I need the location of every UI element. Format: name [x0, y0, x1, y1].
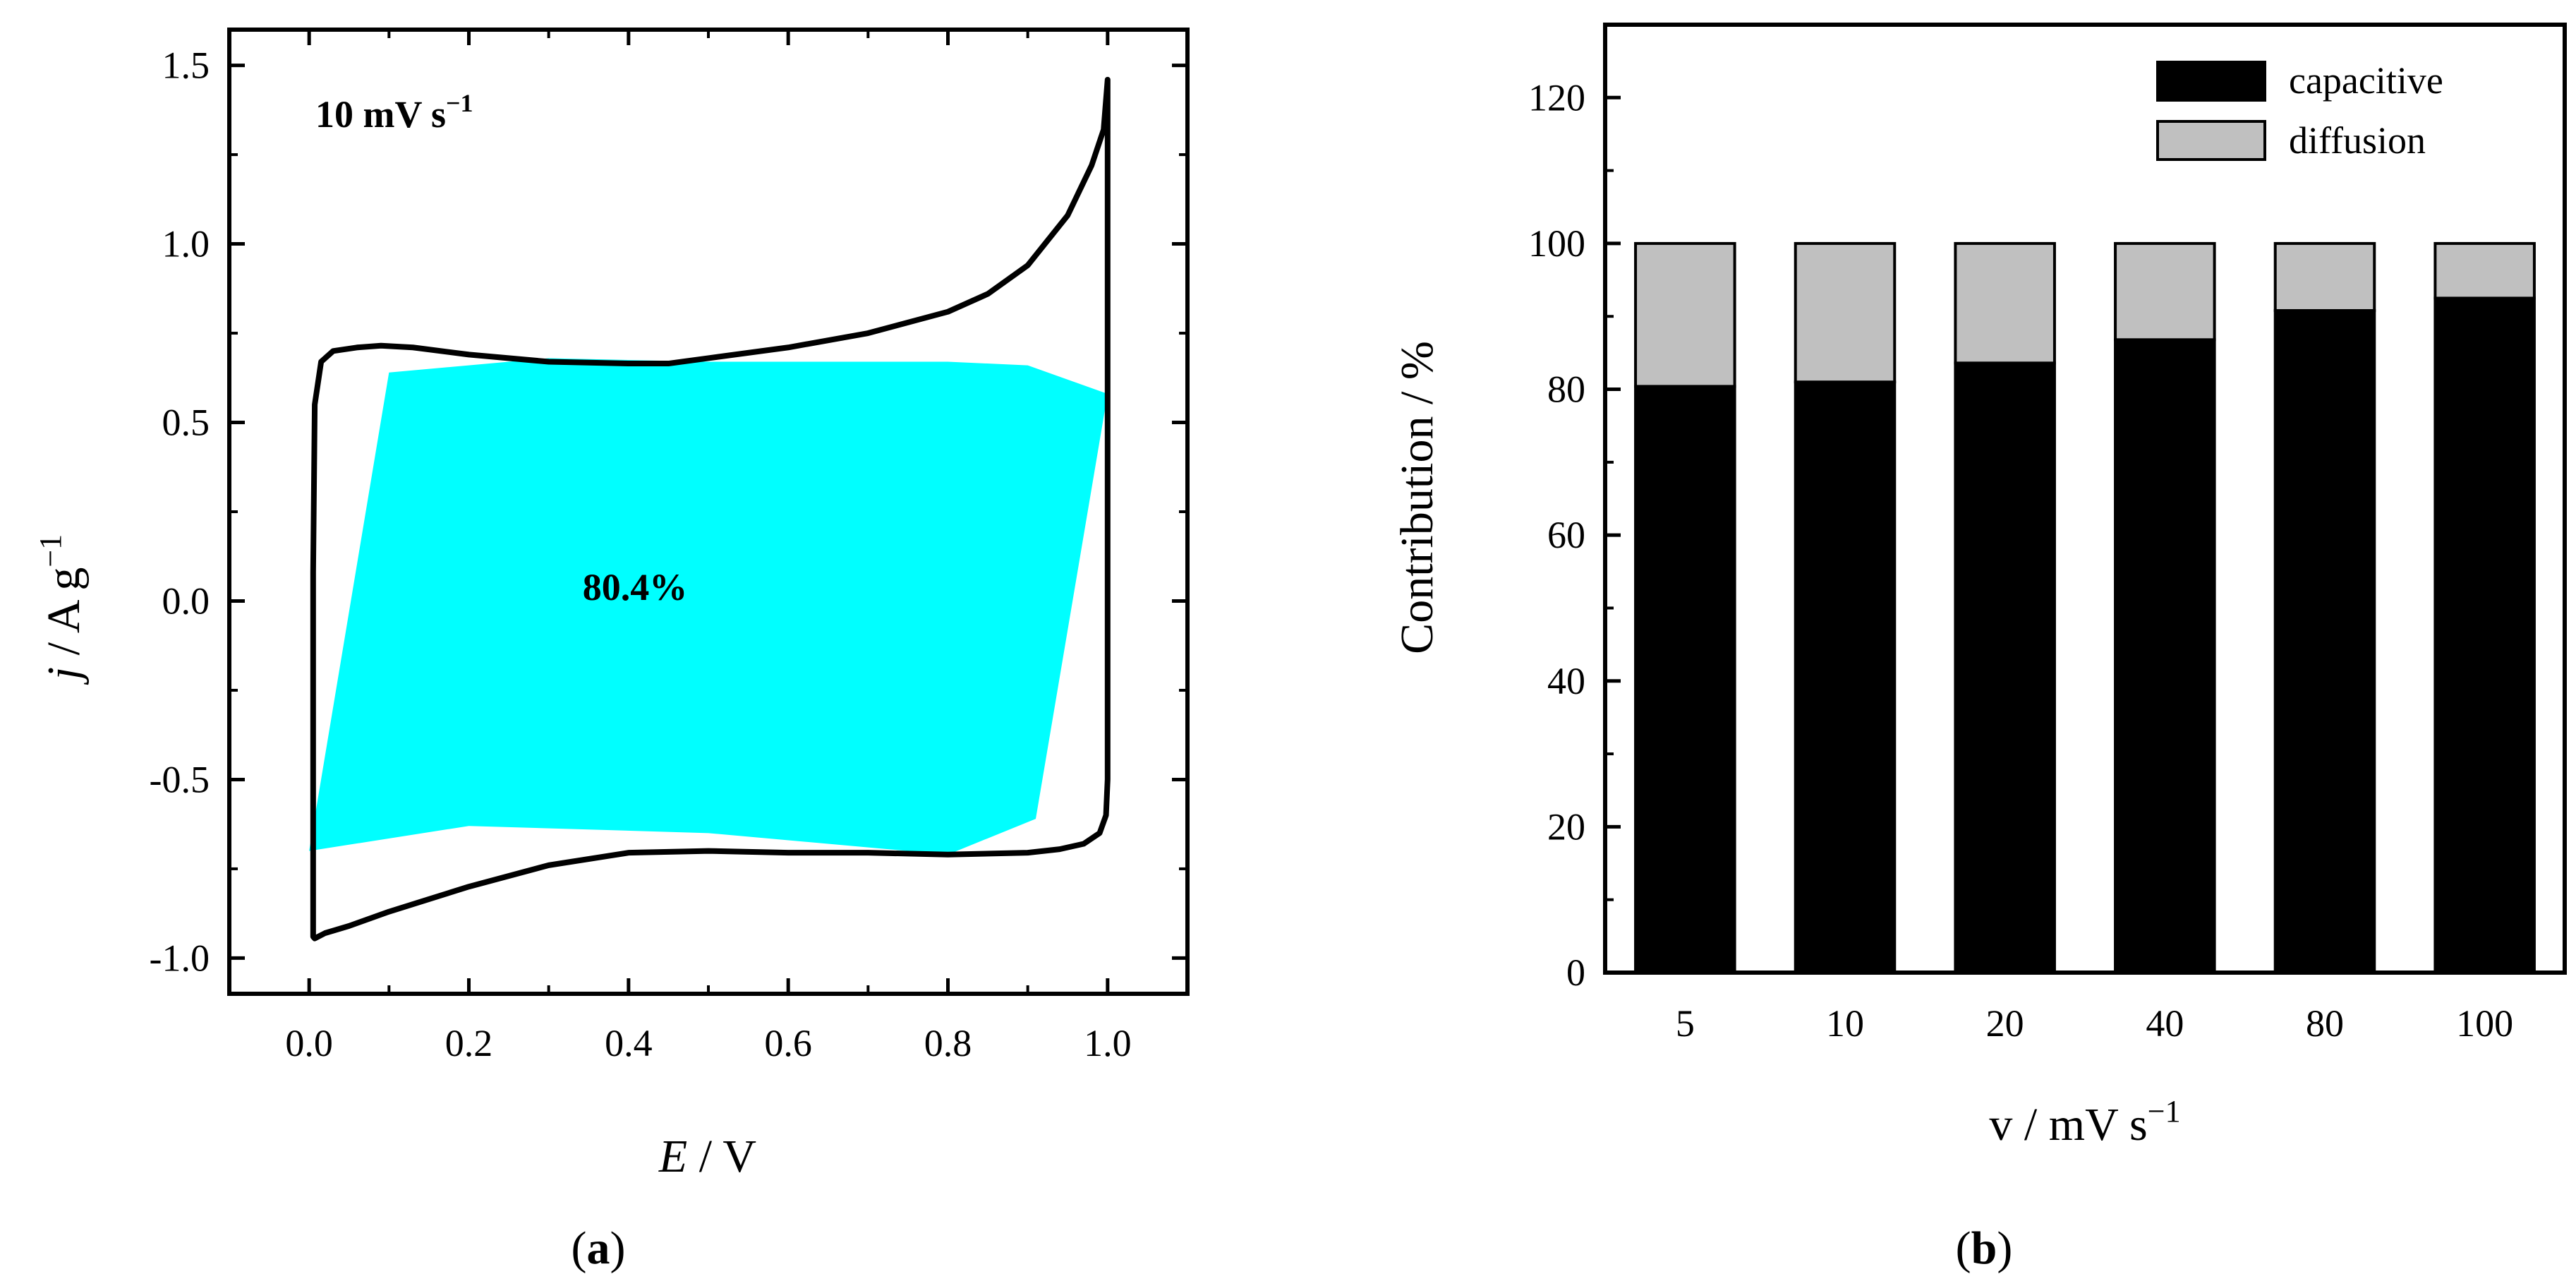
capacitive-percent-annotation: 80.4% [583, 566, 688, 608]
x-tick-label: 0.0 [285, 1022, 333, 1064]
legend: capacitive diffusion [2156, 59, 2443, 162]
panel-b-y-axis-title: Contribution / % [1391, 341, 1443, 654]
scan-rate-exponent: −1 [446, 89, 473, 117]
bar-diffusion [1954, 241, 2056, 365]
bar-capacitive [1634, 385, 1736, 974]
legend-label-diffusion: diffusion [2289, 119, 2426, 162]
panel-b-ticks: 5 10 20 40 80 100 0 20 40 60 80 100 120 [1528, 23, 2513, 1045]
x-tick-label: 0.4 [605, 1022, 653, 1064]
panel-b-plot-frame [1603, 23, 2567, 975]
category-label: 40 [2146, 1002, 2184, 1045]
y-tick-label: -1.0 [150, 937, 210, 979]
panel-a-x-axis-title: E / V [658, 1131, 756, 1182]
y-tick-label: 60 [1547, 514, 1585, 556]
x-axis-symbol: E [658, 1131, 687, 1182]
panel-b-open-paren: ( [1956, 1222, 1971, 1274]
category-label: 80 [2306, 1002, 2344, 1045]
panel-a-open-paren: ( [572, 1222, 587, 1274]
scan-rate-label: 10 mV s−1 [315, 89, 473, 136]
panel-a-cv-chart: 0.0 0.2 0.4 0.6 0.8 1.0 -1.0 -0.5 0.0 0.5 1.0 1.5 1… [33, 28, 1190, 1274]
category-label: 10 [1826, 1002, 1864, 1045]
y-tick-label: 100 [1528, 222, 1585, 265]
y-tick-label: 80 [1547, 368, 1585, 411]
panel-a-y-axis-title: j / A g−1 [33, 534, 90, 685]
stacked-bars-group [1634, 241, 2536, 975]
y-tick-label: 20 [1547, 805, 1585, 848]
bar-diffusion [1794, 241, 1897, 384]
y-tick-label: 40 [1547, 660, 1585, 702]
x-tick-label: 0.6 [764, 1022, 812, 1064]
bar-diffusion [1634, 241, 1736, 388]
category-label: 5 [1676, 1002, 1695, 1045]
panel-a-letter: a [587, 1222, 610, 1274]
y-tick-label: 1.5 [162, 44, 210, 87]
panel-b-x-axis-title: v / mV s−1 [1989, 1094, 2180, 1150]
cv-curve [310, 76, 1111, 942]
x-axis-unit: / V [687, 1131, 756, 1182]
panel-a-label: (a) [572, 1222, 626, 1274]
x-axis-b-text: v / mV s [1989, 1099, 2147, 1150]
bar-capacitive [1794, 380, 1897, 974]
bar-diffusion [2114, 241, 2216, 342]
panel-b-label: (b) [1956, 1222, 2013, 1274]
y-axis-exponent: −1 [33, 534, 68, 567]
y-axis-symbol: j [38, 667, 90, 685]
x-tick-label: 1.0 [1084, 1022, 1132, 1064]
panel-b-letter: b [1971, 1222, 1997, 1274]
legend-swatch-diffusion [2156, 120, 2266, 161]
panel-b-close-paren: ) [1997, 1222, 2012, 1274]
legend-swatch-capacitive [2156, 61, 2266, 102]
bar-capacitive [2433, 296, 2536, 974]
y-tick-label: -0.5 [150, 758, 210, 800]
scan-rate-text: 10 mV s [315, 93, 446, 136]
bar-capacitive [1954, 361, 2056, 974]
y-tick-label: 0.0 [162, 579, 210, 622]
capacitive-region-group [309, 358, 1108, 855]
y-tick-label: 120 [1528, 76, 1585, 119]
y-tick-label: 1.0 [162, 223, 210, 265]
bar-capacitive [2273, 308, 2376, 975]
y-axis-unit: / A g [38, 567, 90, 667]
y-tick-label: 0.5 [162, 402, 210, 444]
panel-a-ticks: 0.0 0.2 0.4 0.6 0.8 1.0 -1.0 -0.5 0.0 0.5 1.0 1.5 [150, 30, 1189, 1064]
capacitive-region [309, 358, 1108, 855]
panel-b-contribution-chart: 5 10 20 40 80 100 0 20 40 60 80 100 120 capacitive d… [1391, 23, 2567, 1274]
x-axis-b-exponent: −1 [2148, 1094, 2181, 1129]
bar-diffusion [2273, 241, 2376, 312]
category-label: 20 [1986, 1002, 2024, 1045]
category-label: 100 [2456, 1002, 2513, 1045]
bar-diffusion [2433, 241, 2536, 300]
cv-curve-group [310, 76, 1111, 942]
x-tick-label: 0.8 [924, 1022, 972, 1064]
bar-capacitive [2114, 338, 2216, 974]
x-tick-label: 0.2 [445, 1022, 493, 1064]
y-tick-label: 0 [1566, 951, 1585, 994]
legend-label-capacitive: capacitive [2289, 59, 2443, 102]
panel-a-close-paren: ) [610, 1222, 626, 1274]
